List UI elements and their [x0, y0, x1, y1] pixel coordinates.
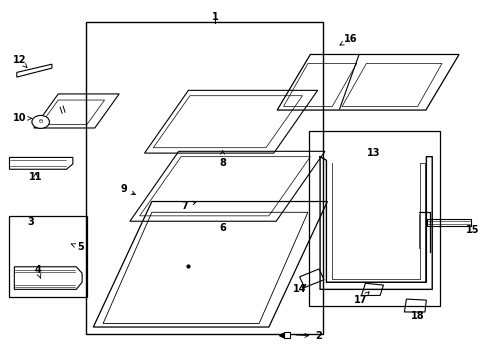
Text: 10: 10 — [13, 113, 32, 123]
Text: 1: 1 — [211, 12, 218, 22]
Text: 5: 5 — [71, 242, 83, 252]
Text: 18: 18 — [410, 311, 424, 320]
Bar — [9, 216, 86, 297]
Circle shape — [32, 116, 49, 129]
Text: 15: 15 — [465, 225, 478, 235]
Text: 12: 12 — [13, 54, 27, 68]
Text: 11: 11 — [29, 172, 42, 182]
Text: 9: 9 — [120, 184, 135, 195]
Text: 2: 2 — [295, 331, 321, 341]
Text: 7: 7 — [181, 201, 196, 211]
Text: 3: 3 — [27, 217, 34, 227]
Text: 8: 8 — [219, 150, 225, 168]
Text: 14: 14 — [292, 284, 305, 294]
Bar — [86, 22, 322, 334]
Text: 17: 17 — [353, 292, 368, 305]
Text: Θ: Θ — [39, 120, 43, 125]
Text: 16: 16 — [339, 34, 357, 45]
Bar — [309, 131, 439, 306]
Text: 13: 13 — [366, 148, 380, 158]
Text: 6: 6 — [219, 224, 225, 233]
Text: 4: 4 — [34, 265, 41, 278]
